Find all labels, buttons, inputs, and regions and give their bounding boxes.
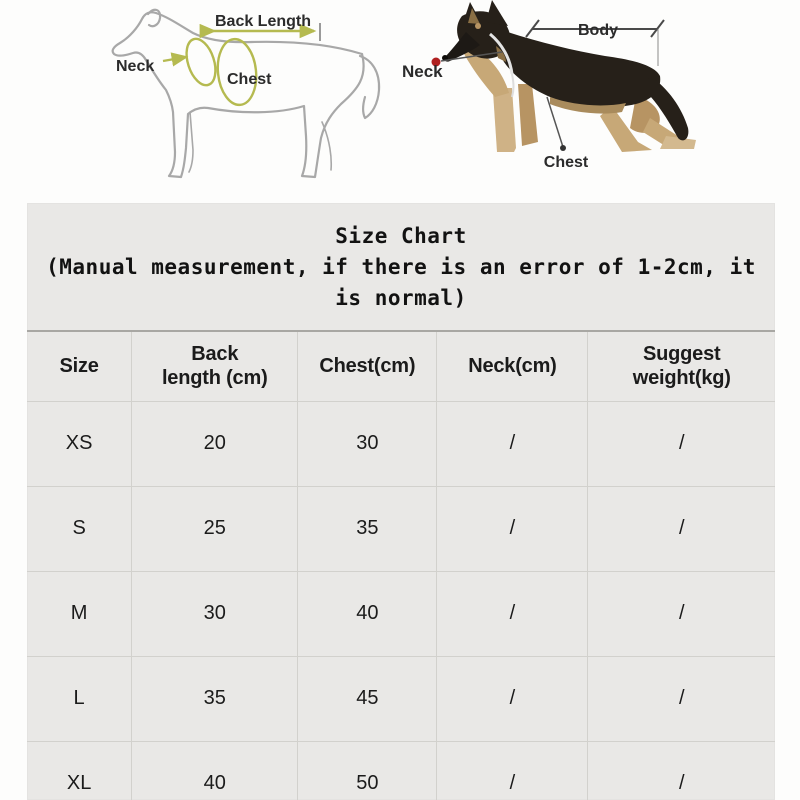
neck-pointer-line [440, 51, 503, 62]
size-chart-subtitle-line1: (Manual measurement, if there is an erro… [46, 255, 756, 279]
table-row-s: S 25 35 / / [27, 486, 775, 571]
size-chart-title: Size Chart [335, 224, 467, 248]
size-chart-subtitle-line2: is normal) [335, 286, 467, 310]
german-shepherd-illustration [442, 0, 696, 152]
cell-neck: / [436, 741, 588, 800]
cell-chest: 40 [297, 571, 437, 656]
column-header-suggest-weight: Suggest weight(kg) [587, 331, 775, 401]
dog-ear-line [146, 8, 162, 28]
cell-weight: / [587, 571, 775, 656]
dog-tail-line [358, 54, 381, 120]
chest-label-right: Chest [544, 154, 589, 171]
cell-weight: / [587, 486, 775, 571]
cell-weight: / [587, 401, 775, 486]
chest-pointer-line [546, 96, 566, 151]
cell-size: L [73, 687, 85, 709]
neck-pointer-arrow [162, 52, 189, 67]
cell-chest: 50 [297, 741, 437, 800]
cell-neck: / [436, 401, 588, 486]
column-header-chest: Chest(cm) [297, 331, 437, 401]
cell-back-length: 20 [131, 401, 298, 486]
cell-back-length: 25 [131, 486, 298, 571]
cell-chest: 35 [297, 486, 437, 571]
cell-weight: / [587, 656, 775, 741]
size-table-header-row: Size Back length (cm) Chest(cm) Neck(cm)… [27, 331, 775, 401]
neck-point-marker [431, 57, 441, 67]
neck-girth-ellipse [185, 37, 217, 87]
size-chart-panel: Size Chart (Manual measurement, if there… [27, 203, 775, 800]
table-row-xs: XS 20 30 / / [27, 401, 775, 486]
table-row-l: L 35 45 / / [27, 656, 775, 741]
size-table: Size Back length (cm) Chest(cm) Neck(cm)… [27, 330, 775, 800]
cell-neck: / [436, 486, 588, 571]
cell-chest: 30 [297, 401, 437, 486]
size-chart-title-block: Size Chart (Manual measurement, if there… [27, 203, 775, 330]
dog-outline-drawing [111, 8, 381, 179]
table-row-m: M 30 40 / / [27, 571, 775, 656]
back-length-label: Back Length [215, 13, 311, 30]
cell-size: XL [66, 772, 92, 795]
body-label: Body [578, 22, 618, 39]
cell-neck: / [436, 571, 588, 656]
cell-neck: / [436, 656, 588, 741]
cell-size: S [72, 517, 86, 539]
neck-label-right: Neck [402, 62, 443, 81]
chest-girth-ellipse [216, 37, 258, 107]
harness-measure-lines [162, 23, 317, 107]
cell-size: M [70, 602, 88, 624]
right-dog-diagram: Body Neck Chest [402, 0, 696, 171]
body-measure-line [525, 19, 665, 66]
column-header-neck: Neck(cm) [436, 331, 588, 401]
column-header-size: Size [59, 355, 99, 378]
cell-back-length: 30 [131, 571, 298, 656]
measurement-diagrams: Back Length Neck Chest [0, 0, 800, 203]
cell-chest: 45 [297, 656, 437, 741]
left-dog-diagram: Back Length Neck Chest [111, 8, 381, 179]
table-row-xl: XL 40 50 / / [27, 741, 775, 800]
chest-label-left: Chest [227, 71, 272, 88]
cell-size: XS [65, 432, 93, 454]
cell-back-length: 40 [131, 741, 298, 800]
neck-label-left: Neck [116, 58, 154, 75]
cell-back-length: 35 [131, 656, 298, 741]
cell-weight: / [587, 741, 775, 800]
column-header-back-length: Back length (cm) [131, 331, 298, 401]
